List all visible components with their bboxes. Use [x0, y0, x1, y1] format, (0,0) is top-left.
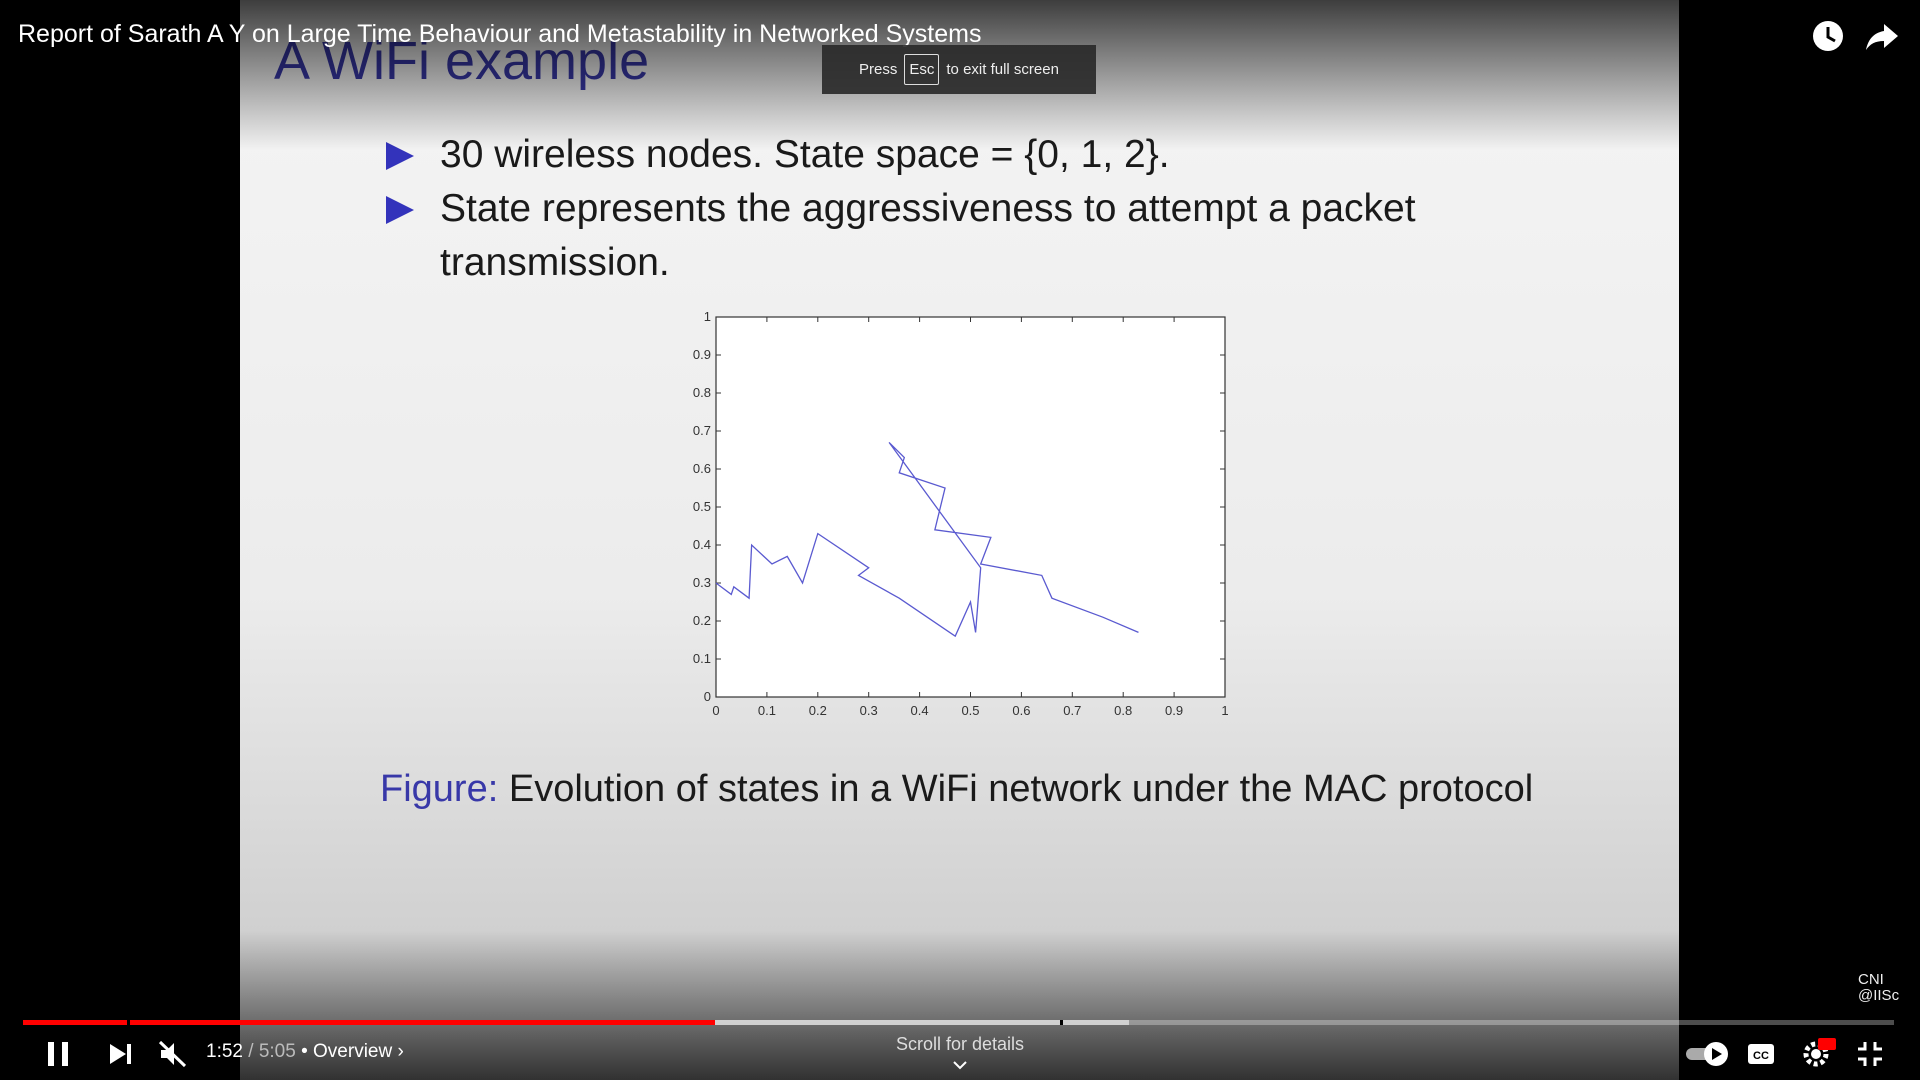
pause-button[interactable] — [44, 1040, 72, 1068]
toast-key: Esc — [904, 54, 940, 85]
y-tick-label: 0.5 — [693, 499, 711, 514]
bullet-marker — [386, 196, 414, 224]
x-tick-label: 0.6 — [1012, 703, 1030, 718]
y-tick-label: 0.4 — [693, 537, 711, 552]
video-title[interactable]: Report of Sarath A Y on Large Time Behav… — [18, 20, 982, 48]
toast-text: to exit full screen — [946, 61, 1059, 78]
x-tick-label: 0.5 — [961, 703, 979, 718]
chapter-gap — [1060, 1020, 1063, 1025]
progress-played — [23, 1020, 715, 1025]
series-line — [715, 441, 1139, 638]
y-tick-label: 0.8 — [693, 385, 711, 400]
scroll-chevron — [953, 1061, 967, 1070]
x-tick-label: 0.8 — [1114, 703, 1132, 718]
fullscreen-toast: Press Esc to exit full screen — [822, 45, 1096, 94]
watermark: CNI @IISc — [1858, 972, 1899, 1004]
mute-button[interactable] — [158, 1040, 188, 1068]
x-tick-label: 0.2 — [809, 703, 827, 718]
chapter-title[interactable]: • Overview › — [301, 1041, 404, 1062]
y-tick-label: 0.1 — [693, 651, 711, 666]
bullet-text: State represents the aggressiveness to a… — [440, 187, 1416, 284]
toast-text: Press — [859, 61, 898, 78]
x-tick-label: 0 — [712, 703, 719, 718]
y-tick-label: 0.9 — [693, 347, 711, 362]
captions-button[interactable]: CC — [1746, 1040, 1776, 1068]
exit-fullscreen[interactable] — [1856, 1040, 1884, 1068]
x-tick-label: 0.3 — [860, 703, 878, 718]
settings-button[interactable] — [1800, 1036, 1836, 1068]
next-button[interactable] — [106, 1040, 134, 1068]
y-tick-label: 0.3 — [693, 575, 711, 590]
y-tick-label: 0.7 — [693, 423, 711, 438]
caption-text: Evolution of states in a WiFi network un… — [508, 768, 1534, 810]
watch-later[interactable] — [1810, 18, 1846, 54]
bullet: State represents the aggressiveness to a… — [386, 182, 1486, 290]
duration: 5:05 — [258, 1041, 296, 1062]
watermark-line: CNI — [1858, 971, 1884, 988]
x-tick-label: 0.4 — [911, 703, 929, 718]
watermark-line: @IISc — [1858, 987, 1900, 1004]
chart: 0 0.1 0.2 0.3 0.4 0.5 0.6 0.7 0.8 0.9 1 0 0.1 0.2 0.3 0… — [693, 309, 1229, 718]
y-tick-label: 0.2 — [693, 613, 711, 628]
y-tick-label: 1 — [704, 309, 711, 324]
plot-area — [715, 316, 1226, 698]
svg-text:CC: CC — [1753, 1050, 1769, 1062]
autoplay-toggle[interactable] — [1684, 1040, 1732, 1068]
y-tick-label: 0.6 — [693, 461, 711, 476]
chapter-gap — [127, 1020, 130, 1025]
time-separator: / — [248, 1041, 254, 1062]
time-display: 1:52 / 5:05 • Overview › — [206, 1041, 404, 1063]
y-tick-label: 0 — [704, 689, 711, 704]
x-tick-label: 0.7 — [1063, 703, 1081, 718]
share[interactable] — [1864, 18, 1900, 54]
scroll-hint[interactable]: Scroll for details — [895, 1034, 1025, 1054]
caption: Figure: Evolution of states in a WiFi ne… — [380, 768, 1533, 811]
x-tick-label: 1 — [1221, 703, 1228, 718]
x-tick-label: 0.9 — [1165, 703, 1183, 718]
x-tick-label: 0.1 — [758, 703, 776, 718]
caption-label: Figure: — [380, 768, 499, 810]
bottom-shade — [0, 930, 1920, 1080]
current-time: 1:52 — [206, 1041, 243, 1062]
